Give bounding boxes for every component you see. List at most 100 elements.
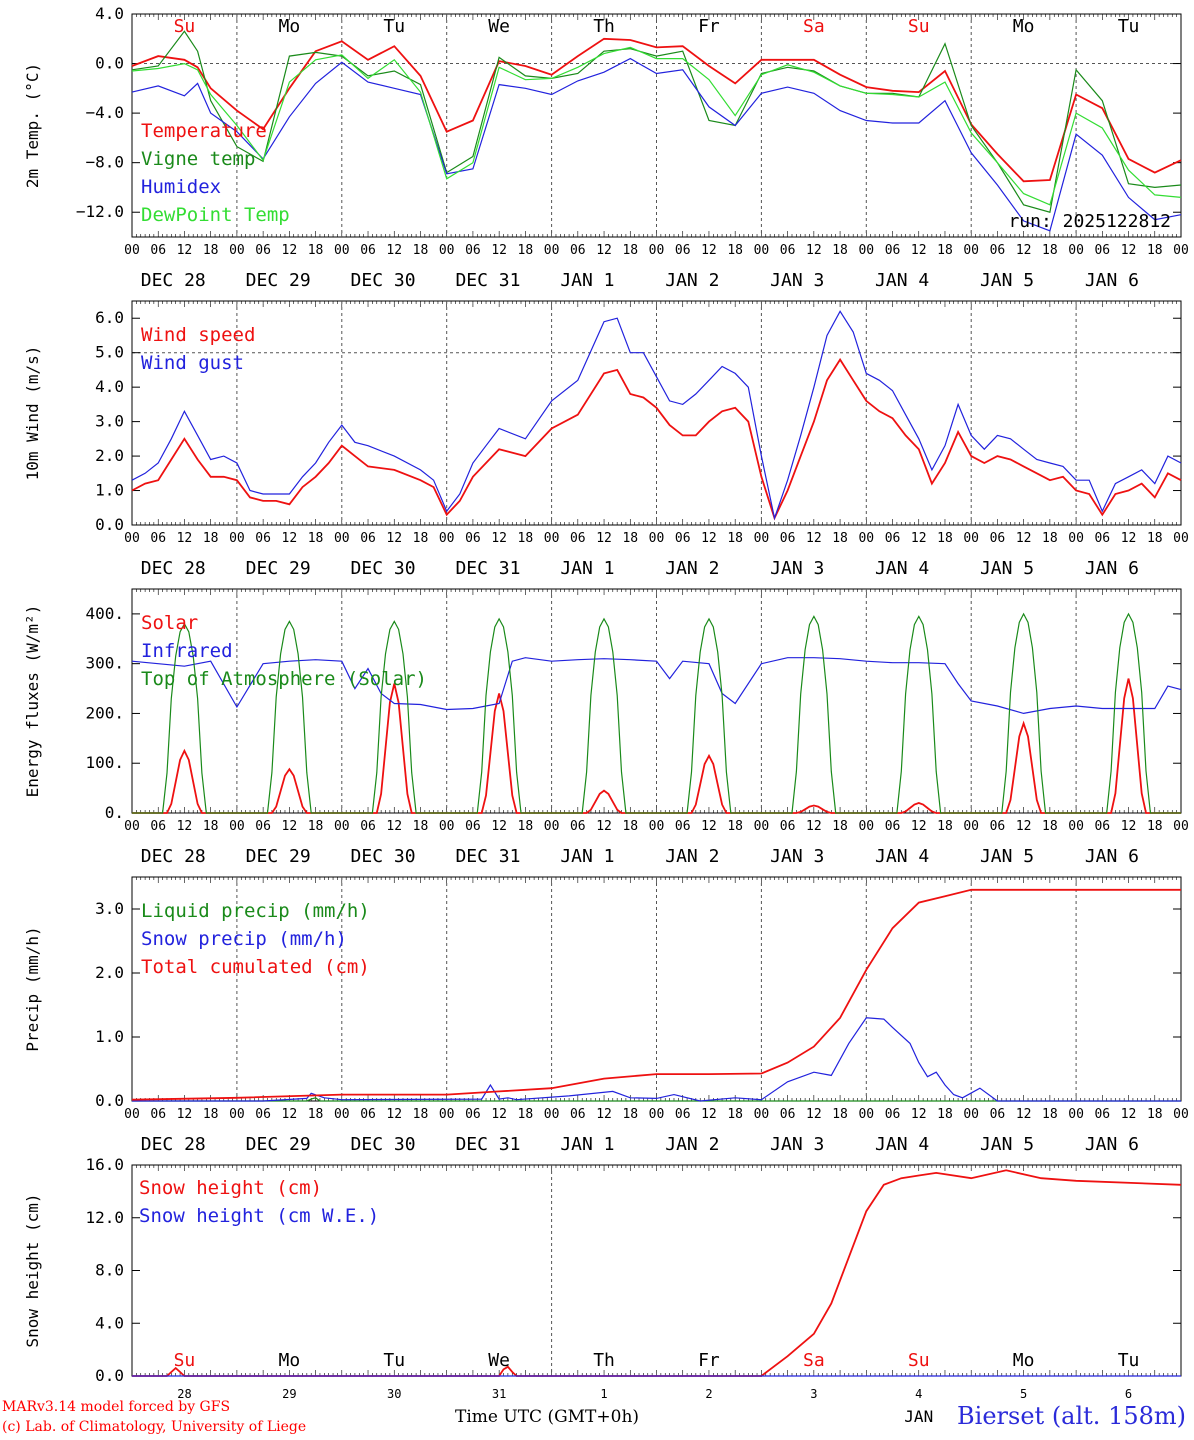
date-label: JAN 1 xyxy=(560,1134,614,1155)
weekday-label: Tu xyxy=(383,16,405,37)
date-label: JAN 5 xyxy=(980,1134,1034,1155)
y-axis-label: Energy fluxes (W/m²) xyxy=(23,605,42,798)
date-label: JAN 3 xyxy=(770,846,824,867)
hour-tick-label: 00 xyxy=(649,243,665,258)
hour-tick-label: 18 xyxy=(937,531,953,546)
hour-tick-label: 18 xyxy=(1042,819,1058,834)
hour-tick-label: 06 xyxy=(1094,531,1110,546)
legend-entry: Wind speed xyxy=(141,324,255,346)
date-label: DEC 31 xyxy=(455,270,520,291)
hour-tick-label: 12 xyxy=(1016,243,1032,258)
hour-tick-label: 00 xyxy=(124,243,140,258)
weekday-label: Mo xyxy=(279,1350,301,1371)
hour-tick-label: 00 xyxy=(334,531,350,546)
hour-tick-label: 06 xyxy=(1094,1107,1110,1122)
series-line-total-cumulated-cm- xyxy=(131,888,1181,1101)
y-axis-label: 10m Wind (m/s) xyxy=(23,346,42,481)
hour-tick-label: 12 xyxy=(177,1107,193,1122)
hour-tick-label: 06 xyxy=(255,531,271,546)
hour-tick-label: 18 xyxy=(832,243,848,258)
date-label: JAN 4 xyxy=(875,1134,929,1155)
legend-entry: Temperature xyxy=(141,120,267,142)
date-label: DEC 28 xyxy=(141,1134,206,1155)
hour-tick-label: 12 xyxy=(491,1107,507,1122)
hour-tick-label: 12 xyxy=(1016,819,1032,834)
date-number-label: 5 xyxy=(1020,1387,1027,1401)
hour-tick-label: 18 xyxy=(518,531,534,546)
date-label: DEC 28 xyxy=(141,558,206,579)
hour-tick-label: 06 xyxy=(150,243,166,258)
panel-2: 0.0 1.0 2.0 3.0 4.0 5.0 6.0 10m Wind (m/s) Wind … xyxy=(23,300,1189,579)
hour-tick-label: 06 xyxy=(360,1107,376,1122)
hour-tick-label: 12 xyxy=(1121,531,1137,546)
weekday-label: Mo xyxy=(279,16,301,37)
date-label: JAN 1 xyxy=(560,846,614,867)
hour-tick-label: 12 xyxy=(386,531,402,546)
y-tick-label: −12.0 xyxy=(76,202,124,221)
hour-tick-label: 18 xyxy=(1042,531,1058,546)
weekday-label: Su xyxy=(174,16,196,37)
hour-tick-label: 06 xyxy=(360,531,376,546)
date-label: JAN 2 xyxy=(665,846,719,867)
hour-tick-label: 00 xyxy=(229,1107,245,1122)
legend-entry: DewPoint Temp xyxy=(141,204,290,226)
hour-tick-label: 00 xyxy=(439,243,455,258)
hour-tick-label: 12 xyxy=(806,1107,822,1122)
hour-tick-label: 00 xyxy=(229,243,245,258)
date-label: JAN 4 xyxy=(875,846,929,867)
hour-tick-label: 06 xyxy=(360,243,376,258)
hour-tick-label: 12 xyxy=(177,243,193,258)
hour-tick-label: 18 xyxy=(727,531,743,546)
y-tick-label: 6.0 xyxy=(95,308,124,327)
series-line-top-of-atmosphere-solar- xyxy=(132,612,1181,814)
panel-3: 0. 100. 200. 300. 400. Energy fluxes (W/m²) So… xyxy=(23,588,1189,867)
date-label: DEC 28 xyxy=(141,846,206,867)
hour-tick-label: 12 xyxy=(177,819,193,834)
legend-entry: Snow height (cm W.E.) xyxy=(139,1205,379,1227)
hour-tick-label: 18 xyxy=(308,531,324,546)
hour-tick-label: 12 xyxy=(282,531,298,546)
y-tick-label: 0.0 xyxy=(95,54,124,73)
legend-entry: Solar xyxy=(141,612,198,634)
date-number-label: 4 xyxy=(915,1387,922,1401)
hour-tick-label: 18 xyxy=(622,819,638,834)
hour-tick-label: 18 xyxy=(1147,819,1163,834)
hour-tick-label: 18 xyxy=(727,819,743,834)
hour-tick-label: 00 xyxy=(544,531,560,546)
hour-tick-label: 18 xyxy=(832,819,848,834)
hour-tick-label: 12 xyxy=(596,531,612,546)
hour-tick-label: 00 xyxy=(229,819,245,834)
panel-1: 4.0 0.0 −4.0 −8.0 −12.0 2m Temp. (°C) Temperat… xyxy=(23,4,1189,291)
date-label: JAN 6 xyxy=(1085,558,1139,579)
hour-tick-label: 06 xyxy=(990,243,1006,258)
y-tick-label: 0.0 xyxy=(95,1366,124,1385)
hour-tick-label: 06 xyxy=(465,243,481,258)
hour-tick-label: 00 xyxy=(649,1107,665,1122)
legend-entry: Vigne temp xyxy=(141,148,255,170)
y-tick-label: 8.0 xyxy=(95,1261,124,1280)
date-label: JAN 4 xyxy=(875,270,929,291)
hour-tick-label: 12 xyxy=(701,531,717,546)
date-label: DEC 31 xyxy=(455,846,520,867)
weekday-label: Su xyxy=(908,16,930,37)
hour-tick-label: 18 xyxy=(1042,1107,1058,1122)
hour-tick-label: 12 xyxy=(1121,1107,1137,1122)
legend-entry: Humidex xyxy=(141,176,221,198)
hour-tick-label: 00 xyxy=(1173,531,1189,546)
date-label: DEC 30 xyxy=(351,846,416,867)
weekday-label: We xyxy=(488,16,510,37)
series-line-infrared xyxy=(131,657,1182,715)
hour-tick-label: 18 xyxy=(622,243,638,258)
y-tick-label: −8.0 xyxy=(85,153,124,172)
weekday-label: Fr xyxy=(698,1350,720,1371)
legend-entry: Snow precip (mm/h) xyxy=(141,928,347,950)
y-tick-label: 400. xyxy=(85,604,124,623)
hour-tick-label: 00 xyxy=(544,243,560,258)
legend-entry: Infrared xyxy=(141,640,233,662)
series-line-humidex xyxy=(131,57,1182,232)
hour-tick-label: 12 xyxy=(911,243,927,258)
hour-tick-label: 00 xyxy=(1068,1107,1084,1122)
hour-tick-label: 00 xyxy=(963,531,979,546)
y-axis-label: Precip (mm/h) xyxy=(23,926,42,1051)
date-label: JAN 6 xyxy=(1085,1134,1139,1155)
